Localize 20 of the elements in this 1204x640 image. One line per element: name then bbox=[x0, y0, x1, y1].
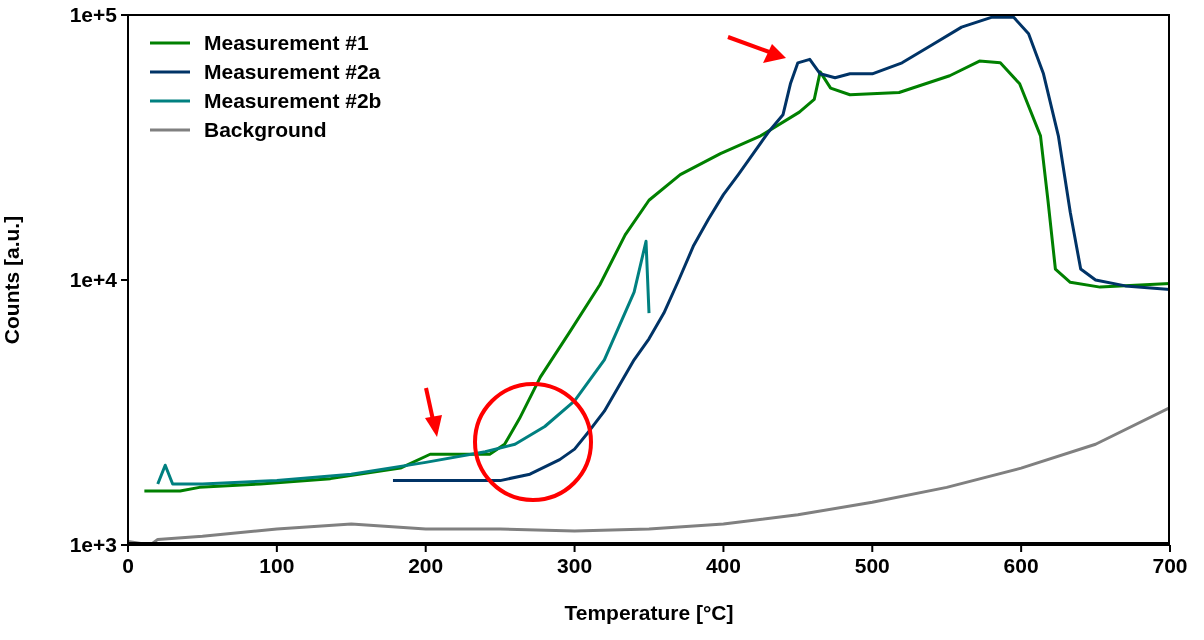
y-tick-label: 1e+5 bbox=[69, 3, 118, 27]
line-series bbox=[156, 239, 651, 486]
legend-label: Background bbox=[204, 117, 327, 142]
y-axis-title: Counts [a.u.] bbox=[0, 215, 24, 345]
y-tick-label: 1e+3 bbox=[69, 533, 117, 557]
legend-label: Measurement #1 bbox=[204, 30, 369, 55]
x-tick-label: 200 bbox=[408, 553, 444, 577]
y-tick-label: 1e+4 bbox=[69, 268, 118, 292]
line-series bbox=[142, 59, 1170, 493]
line-series bbox=[391, 15, 1170, 483]
x-axis-title: Temperature [°C] bbox=[564, 601, 734, 624]
x-tick-label: 500 bbox=[854, 553, 890, 577]
x-tick-label: 600 bbox=[1003, 553, 1039, 577]
x-tick-label: 0 bbox=[122, 553, 134, 577]
x-tick-label: 300 bbox=[557, 553, 593, 577]
legend-label: Measurement #2b bbox=[204, 88, 382, 113]
x-tick-label: 700 bbox=[1152, 553, 1188, 577]
x-tick-label: 100 bbox=[259, 553, 295, 577]
legend-label: Measurement #2a bbox=[204, 59, 381, 84]
x-tick-label: 400 bbox=[705, 553, 741, 577]
